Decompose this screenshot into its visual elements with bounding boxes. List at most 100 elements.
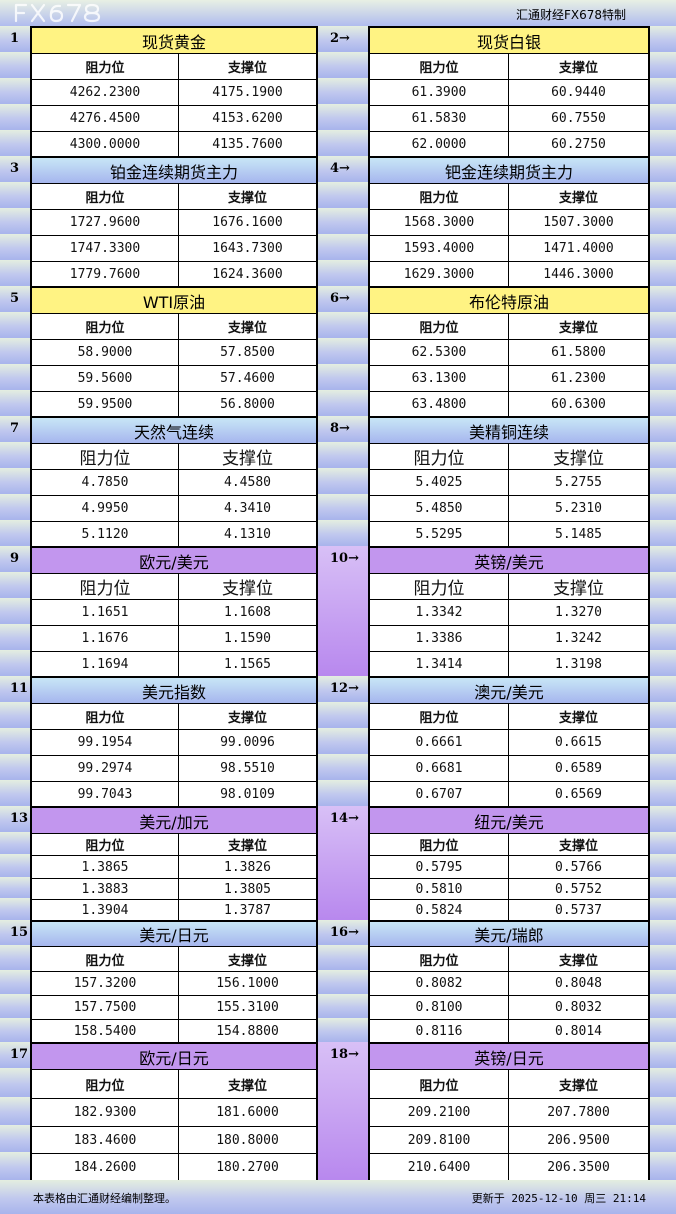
- support-value: 0.5766: [555, 859, 602, 875]
- instrument-table: 澳元/美元 阻力位 支撑位 0.6661 0.6615 0.6681 0.6589 0.670…: [368, 676, 650, 808]
- instrument-table: WTI原油 阻力位 支撑位 58.9000 57.8500 59.5600 57.4600 5…: [30, 286, 318, 418]
- instrument-title: 铂金连续期货主力: [32, 158, 316, 184]
- column-header-row: 阻力位 支撑位: [370, 1070, 648, 1099]
- support-header: 支撑位: [222, 449, 273, 469]
- resistance-value: 158.5400: [32, 1020, 179, 1043]
- support-value: 0.6569: [555, 787, 602, 802]
- resistance-value: 1727.9600: [32, 210, 179, 235]
- instrument-title: 美元/日元: [32, 922, 316, 947]
- resistance-value: 1.3883: [32, 879, 179, 899]
- instrument-title: 英镑/美元: [370, 548, 648, 574]
- resistance-value: 4.9950: [32, 496, 179, 521]
- table-row: 63.1300 61.2300: [370, 366, 648, 392]
- table-row: 4.7850 4.4580: [32, 470, 316, 496]
- instrument-table: 布伦特原油 阻力位 支撑位 62.5300 61.5800 63.1300 61.2300 6…: [368, 286, 650, 418]
- instrument-title: 美元/加元: [32, 808, 316, 834]
- support-value: 180.2700: [216, 1160, 279, 1175]
- table-row: 61.5830 60.7550: [370, 106, 648, 132]
- support-header: 支撑位: [553, 449, 604, 469]
- support-value: 1.1608: [224, 605, 271, 620]
- resistance-value: 1747.3300: [32, 236, 179, 261]
- resistance-header: 阻力位: [32, 947, 179, 971]
- instrument-number: 17: [10, 1047, 29, 1062]
- resistance-value: 182.9300: [32, 1099, 179, 1126]
- support-header: 支撑位: [227, 839, 267, 854]
- table-row: 99.7043 98.0109: [32, 782, 316, 808]
- column-header-row: 阻力位 支撑位: [32, 1070, 316, 1099]
- instrument-number: 5: [10, 291, 20, 306]
- instrument-title: 现货白银: [370, 28, 648, 54]
- resistance-header: 阻力位: [32, 54, 179, 79]
- support-value: 98.5510: [220, 761, 275, 776]
- resistance-header: 阻力位: [370, 947, 509, 971]
- support-value: 5.2755: [555, 475, 602, 490]
- resistance-header: 阻力位: [370, 444, 509, 469]
- table-row: 4262.2300 4175.1900: [32, 80, 316, 106]
- instrument-table: 纽元/美元 阻力位 支撑位 0.5795 0.5766 0.5810 0.5752 0.582…: [368, 806, 650, 922]
- instrument-number: 12→: [330, 681, 359, 696]
- resistance-value: 1.3342: [370, 600, 509, 625]
- support-header: 支撑位: [227, 711, 267, 726]
- table-row: 1747.3300 1643.7300: [32, 236, 316, 262]
- table-row: 1593.4000 1471.4000: [370, 236, 648, 262]
- table-row: 1.3904 1.3787: [32, 900, 316, 922]
- divider-column: [316, 546, 368, 676]
- support-value: 60.6300: [551, 397, 606, 412]
- support-header: 支撑位: [227, 953, 267, 969]
- support-value: 155.3100: [216, 1000, 279, 1015]
- support-header: 支撑位: [227, 61, 267, 76]
- instrument-title: 欧元/美元: [32, 548, 316, 574]
- resistance-value: 183.4600: [32, 1127, 179, 1153]
- support-header: 支撑位: [558, 1078, 598, 1094]
- resistance-value: 157.3200: [32, 972, 179, 995]
- resistance-value: 157.7500: [32, 996, 179, 1019]
- instrument-table: 英镑/日元 阻力位 支撑位 209.2100 207.7800 209.8100 206.9…: [368, 1042, 650, 1182]
- column-header-row: 阻力位 支撑位: [32, 54, 316, 80]
- instrument-title: 美精铜连续: [370, 418, 648, 444]
- table-row: 4300.0000 4135.7600: [32, 132, 316, 158]
- table-row: 1.3342 1.3270: [370, 600, 648, 626]
- table-row: 182.9300 181.6000: [32, 1099, 316, 1127]
- resistance-value: 5.4025: [370, 470, 509, 495]
- footer-note: 本表格由汇通财经编制整理。: [33, 1192, 176, 1205]
- instrument-table: 美元/日元 阻力位 支撑位 157.3200 156.1000 157.7500 155.3…: [30, 920, 318, 1044]
- resistance-header: 阻力位: [32, 834, 179, 855]
- instrument-title: 美元指数: [32, 678, 316, 704]
- resistance-value: 209.2100: [370, 1099, 509, 1126]
- column-header-row: 阻力位 支撑位: [32, 574, 316, 600]
- divider-column: [316, 806, 368, 920]
- resistance-value: 1629.3000: [370, 262, 509, 287]
- top-banner: [0, 0, 676, 26]
- column-header-row: 阻力位 支撑位: [32, 314, 316, 340]
- instrument-table: 天然气连续 阻力位 支撑位 4.7850 4.4580 4.9950 4.3410 5.112…: [30, 416, 318, 548]
- resistance-value: 1.1694: [32, 652, 179, 677]
- resistance-value: 209.8100: [370, 1127, 509, 1153]
- column-header-row: 阻力位 支撑位: [370, 314, 648, 340]
- instrument-title: WTI原油: [32, 288, 316, 314]
- support-value: 57.4600: [220, 371, 275, 386]
- support-value: 99.0096: [220, 735, 275, 750]
- support-value: 1643.7300: [212, 241, 283, 256]
- support-value: 206.9500: [547, 1132, 610, 1148]
- table-row: 210.6400 206.3500: [370, 1154, 648, 1182]
- resistance-value: 1.3386: [370, 626, 509, 651]
- instrument-table: 美元/瑞郎 阻力位 支撑位 0.8082 0.8048 0.8100 0.8032 0.811…: [368, 920, 650, 1044]
- resistance-value: 63.1300: [370, 366, 509, 391]
- resistance-value: 59.9500: [32, 392, 179, 417]
- support-value: 4.1310: [224, 527, 271, 542]
- resistance-value: 210.6400: [370, 1154, 509, 1181]
- support-value: 61.5800: [551, 345, 606, 360]
- watermark-logo: [14, 3, 101, 23]
- resistance-value: 61.3900: [370, 80, 509, 105]
- resistance-value: 5.5295: [370, 522, 509, 547]
- instrument-number: 3: [10, 161, 20, 176]
- table-row: 99.2974 98.5510: [32, 756, 316, 782]
- table-row: 62.0000 60.2750: [370, 132, 648, 158]
- resistance-value: 59.5600: [32, 366, 179, 391]
- instrument-title: 美元/瑞郎: [370, 922, 648, 947]
- table-row: 157.3200 156.1000: [32, 972, 316, 996]
- support-value: 4153.6200: [212, 111, 283, 126]
- table-row: 0.6661 0.6615: [370, 730, 648, 756]
- column-header-row: 阻力位 支撑位: [370, 444, 648, 470]
- support-value: 4.4580: [224, 475, 271, 490]
